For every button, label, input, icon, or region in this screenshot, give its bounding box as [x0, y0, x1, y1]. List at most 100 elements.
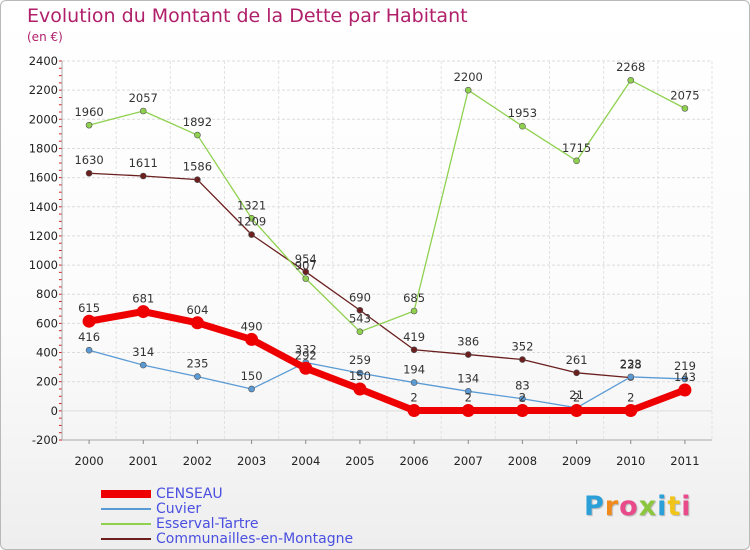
data-point	[248, 231, 255, 238]
data-point	[302, 275, 310, 282]
data-label: 2	[573, 391, 580, 405]
legend-swatch	[101, 538, 151, 540]
data-point	[356, 369, 364, 377]
data-point	[245, 332, 259, 346]
data-label: 2	[465, 391, 472, 405]
data-point	[194, 176, 201, 183]
chart-title: Evolution du Montant de la Dette par Hab…	[27, 5, 468, 27]
data-label: 1892	[183, 115, 212, 129]
y-tick-label: 600	[36, 316, 58, 330]
x-tick-label: 2009	[562, 454, 591, 468]
data-label: 261	[566, 353, 588, 367]
y-tick-label: 2400	[29, 54, 58, 68]
data-label: 1960	[74, 105, 103, 119]
data-point	[139, 107, 147, 115]
data-label: 386	[457, 335, 479, 349]
data-point	[194, 131, 201, 139]
data-point	[248, 214, 255, 222]
axis-layer: -200 0 200 400 600 800 1000 1200 1400 1600 1800 200…	[29, 54, 712, 468]
data-point	[85, 169, 93, 177]
data-point	[410, 346, 418, 354]
data-point	[519, 395, 526, 403]
data-label: 292	[295, 348, 317, 362]
data-label: 543	[349, 312, 371, 326]
data-point	[681, 375, 689, 383]
x-tick-label: 2003	[237, 454, 266, 468]
data-point	[410, 307, 418, 315]
y-tick-label: 400	[36, 346, 58, 360]
series-line-CENSEAU	[85, 308, 689, 415]
legend-label: Communailles-en-Montagne	[156, 531, 354, 547]
data-point	[515, 404, 529, 418]
proxiti-logo: Proxiti	[584, 491, 692, 522]
data-label: 416	[78, 330, 100, 344]
data-label: 685	[403, 291, 425, 305]
data-label: 1953	[508, 106, 537, 120]
x-tick-label: 2008	[508, 454, 537, 468]
data-label: 143	[674, 370, 696, 384]
data-label: 1321	[237, 198, 266, 212]
y-tick-label: 1800	[29, 141, 58, 155]
data-label: 604	[186, 303, 208, 317]
data-label: 150	[349, 369, 371, 383]
data-label: 352	[511, 340, 533, 354]
data-point	[627, 373, 635, 381]
legend-label: Esserval-Tartre	[156, 516, 259, 532]
x-tick-label: 2010	[616, 454, 645, 468]
y-tick-label: 1200	[29, 229, 58, 243]
data-label: 1611	[129, 156, 158, 170]
data-point	[139, 172, 147, 180]
data-point	[624, 404, 638, 418]
x-tick-label: 2002	[183, 454, 212, 468]
y-tick-label: 1400	[29, 200, 58, 214]
data-label: 1715	[562, 141, 591, 155]
data-point	[248, 385, 255, 393]
data-label: 83	[515, 379, 530, 393]
x-tick-label: 2007	[454, 454, 483, 468]
data-label: 2075	[670, 88, 699, 102]
data-label: 21	[569, 388, 584, 402]
data-label: 419	[403, 330, 425, 344]
data-point	[82, 314, 96, 328]
y-tick-label: 2000	[29, 112, 58, 126]
y-tick-label: 800	[36, 287, 58, 301]
x-tick-label: 2005	[345, 454, 374, 468]
data-label: 150	[241, 369, 263, 383]
data-label: 2	[627, 391, 634, 405]
data-point	[139, 361, 147, 369]
data-label: 2057	[129, 91, 158, 105]
data-label: 2268	[616, 60, 645, 74]
legend-swatch	[101, 490, 151, 498]
data-point	[302, 268, 310, 276]
data-point	[627, 76, 635, 84]
data-point	[136, 305, 150, 319]
data-label: 233	[620, 357, 642, 371]
data-point	[356, 328, 364, 335]
data-label: 134	[457, 371, 479, 385]
data-label: 2	[410, 391, 417, 405]
data-label-layer: 615 681 604 490 292 150 2 2 2 2 2 143 416 314 235 150 33…	[74, 60, 699, 404]
data-point	[85, 121, 93, 129]
legend-label: CENSEAU	[156, 486, 223, 502]
data-point	[573, 369, 580, 377]
chart-subtitle: (en €)	[27, 30, 63, 44]
data-label: 235	[186, 357, 208, 371]
data-point	[299, 361, 313, 375]
data-label: 615	[78, 301, 100, 315]
data-point	[519, 122, 526, 130]
data-label: 228	[620, 358, 642, 372]
legend-swatch	[101, 508, 151, 510]
x-tick-label: 2006	[399, 454, 428, 468]
data-point	[461, 404, 475, 418]
y-tick-label: -200	[32, 433, 58, 447]
data-label: 907	[295, 259, 317, 273]
data-point	[464, 351, 472, 358]
data-label: 490	[241, 319, 263, 333]
y-tick-label: 200	[36, 375, 58, 389]
data-label: 1630	[74, 153, 103, 167]
data-point	[85, 346, 93, 354]
data-point	[678, 383, 692, 397]
data-label: 681	[132, 292, 154, 306]
data-point	[190, 316, 204, 330]
